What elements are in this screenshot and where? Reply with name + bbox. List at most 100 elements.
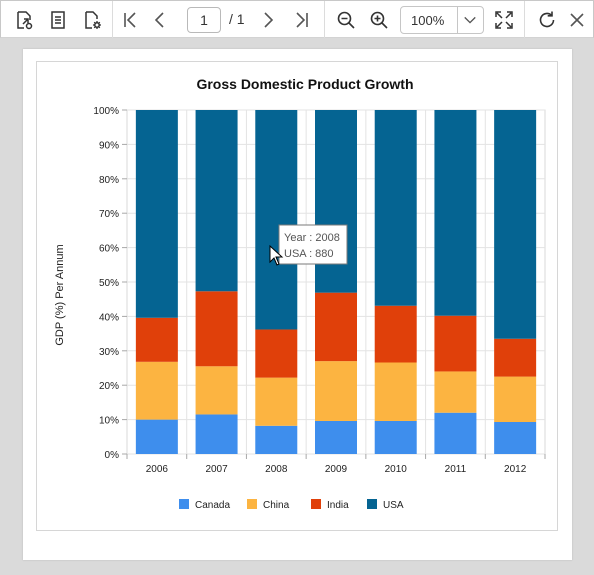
refresh-button[interactable] xyxy=(533,6,561,34)
bar-segment-canada-2009[interactable] xyxy=(315,420,357,454)
mouse-cursor xyxy=(269,244,284,266)
zoom-out-button[interactable] xyxy=(332,6,360,34)
page-setup-button[interactable] xyxy=(78,6,106,34)
bar-segment-india-2008[interactable] xyxy=(255,329,298,378)
bar-segment-canada-2006[interactable] xyxy=(135,419,178,454)
legend-label: China xyxy=(263,500,290,511)
zoom-in-icon xyxy=(370,11,388,29)
bar-segment-india-2011[interactable] xyxy=(434,315,477,372)
y-tick-label: 30% xyxy=(99,347,119,358)
bar-segment-usa-2010[interactable] xyxy=(374,110,417,306)
bar-segment-india-2010[interactable] xyxy=(374,305,417,363)
chart-tooltip: Year : 2008 USA : 880 xyxy=(278,224,348,265)
legend-item-canada[interactable]: Canada xyxy=(179,499,230,511)
y-tick-label: 100% xyxy=(93,106,119,117)
zoom-select[interactable]: 100% xyxy=(400,6,484,34)
y-tick-label: 50% xyxy=(99,278,119,289)
bar-segment-china-2007[interactable] xyxy=(195,366,238,415)
last-page-button[interactable] xyxy=(288,6,316,34)
y-axis-label: GDP (%) Per Annum xyxy=(54,244,66,345)
legend-label: India xyxy=(327,500,349,511)
bar-segment-usa-2012[interactable] xyxy=(494,110,537,339)
x-tick-label: 2011 xyxy=(445,464,467,475)
legend-swatch xyxy=(179,499,189,509)
last-page-icon xyxy=(296,12,308,28)
bar-segment-canada-2011[interactable] xyxy=(434,412,477,454)
x-tick-label: 2008 xyxy=(265,464,288,475)
x-tick-label: 2010 xyxy=(385,464,408,475)
y-tick-label: 60% xyxy=(99,244,119,255)
first-page-icon xyxy=(124,12,136,28)
document-button[interactable] xyxy=(44,6,72,34)
x-tick-label: 2007 xyxy=(205,464,228,475)
page-setup-icon xyxy=(85,11,101,29)
fit-page-icon xyxy=(495,11,513,29)
zoom-divider xyxy=(457,7,458,33)
y-tick-label: 0% xyxy=(105,450,120,461)
close-button[interactable] xyxy=(563,6,591,34)
bar-segment-usa-2011[interactable] xyxy=(434,110,477,316)
tooltip-value: USA : 880 xyxy=(284,248,334,260)
close-icon xyxy=(570,13,584,27)
bar-segment-usa-2008[interactable] xyxy=(255,110,298,330)
legend-swatch xyxy=(311,499,321,509)
bar-segment-india-2009[interactable] xyxy=(315,292,357,362)
x-tick-label: 2009 xyxy=(325,464,348,475)
report-viewer-toolbar: / 1 100% xyxy=(0,0,594,38)
legend-item-china[interactable]: China xyxy=(247,499,290,511)
legend-swatch xyxy=(247,499,257,509)
legend-label: USA xyxy=(383,500,404,511)
next-page-button[interactable] xyxy=(254,6,282,34)
x-tick-label: 2006 xyxy=(146,464,169,475)
legend-label: Canada xyxy=(195,500,230,511)
bar-segment-canada-2010[interactable] xyxy=(374,420,417,454)
page-total-label: / 1 xyxy=(229,11,245,27)
toolbar-separator xyxy=(524,1,525,38)
bar-segment-china-2012[interactable] xyxy=(494,376,537,423)
bar-segment-canada-2012[interactable] xyxy=(494,422,537,454)
y-tick-label: 40% xyxy=(99,312,119,323)
bar-segment-canada-2007[interactable] xyxy=(195,414,238,454)
zoom-value: 100% xyxy=(411,13,445,28)
tooltip-year: Year : 2008 xyxy=(284,232,340,244)
bar-segment-india-2012[interactable] xyxy=(494,338,537,377)
previous-page-button[interactable] xyxy=(146,6,174,34)
chevron-down-icon xyxy=(464,16,476,24)
tooltip-box xyxy=(278,224,348,265)
bar-segment-india-2006[interactable] xyxy=(135,317,178,362)
bar-segment-usa-2007[interactable] xyxy=(195,110,238,292)
y-tick-label: 20% xyxy=(99,381,119,392)
zoom-dropdown-button[interactable] xyxy=(459,10,481,30)
zoom-out-icon xyxy=(337,11,355,29)
bar-segment-india-2007[interactable] xyxy=(195,291,238,367)
fit-page-button[interactable] xyxy=(490,6,518,34)
zoom-in-button[interactable] xyxy=(365,6,393,34)
bar-segment-china-2006[interactable] xyxy=(135,361,178,420)
toolbar-separator xyxy=(324,1,325,38)
chart-frame: Gross Domestic Product Growth GDP (%) Pe… xyxy=(36,61,558,531)
y-tick-label: 70% xyxy=(99,209,119,220)
report-viewer-canvas[interactable]: Gross Domestic Product Growth GDP (%) Pe… xyxy=(0,38,594,575)
previous-page-icon xyxy=(154,12,164,28)
bar-segment-china-2011[interactable] xyxy=(434,371,477,413)
chart-title: Gross Domestic Product Growth xyxy=(196,76,413,92)
bar-segment-china-2009[interactable] xyxy=(315,361,357,421)
bar-segment-china-2010[interactable] xyxy=(374,362,417,421)
bar-segment-usa-2006[interactable] xyxy=(135,110,178,318)
document-icon xyxy=(51,11,65,29)
page-number-input[interactable] xyxy=(187,7,221,33)
legend-item-usa[interactable]: USA xyxy=(367,499,404,511)
x-tick-label: 2012 xyxy=(504,464,527,475)
export-icon xyxy=(17,11,33,30)
stacked-bar-chart[interactable]: Gross Domestic Product Growth GDP (%) Pe… xyxy=(37,62,557,530)
bar-segment-canada-2008[interactable] xyxy=(255,425,298,454)
toolbar-separator xyxy=(112,1,113,38)
bar-segment-china-2008[interactable] xyxy=(255,377,298,426)
first-page-button[interactable] xyxy=(116,6,144,34)
y-tick-label: 80% xyxy=(99,175,119,186)
export-button[interactable] xyxy=(10,6,38,34)
legend-item-india[interactable]: India xyxy=(311,499,349,511)
bar-segment-usa-2009[interactable] xyxy=(315,110,357,293)
y-tick-label: 90% xyxy=(99,140,119,151)
refresh-icon xyxy=(539,11,555,28)
